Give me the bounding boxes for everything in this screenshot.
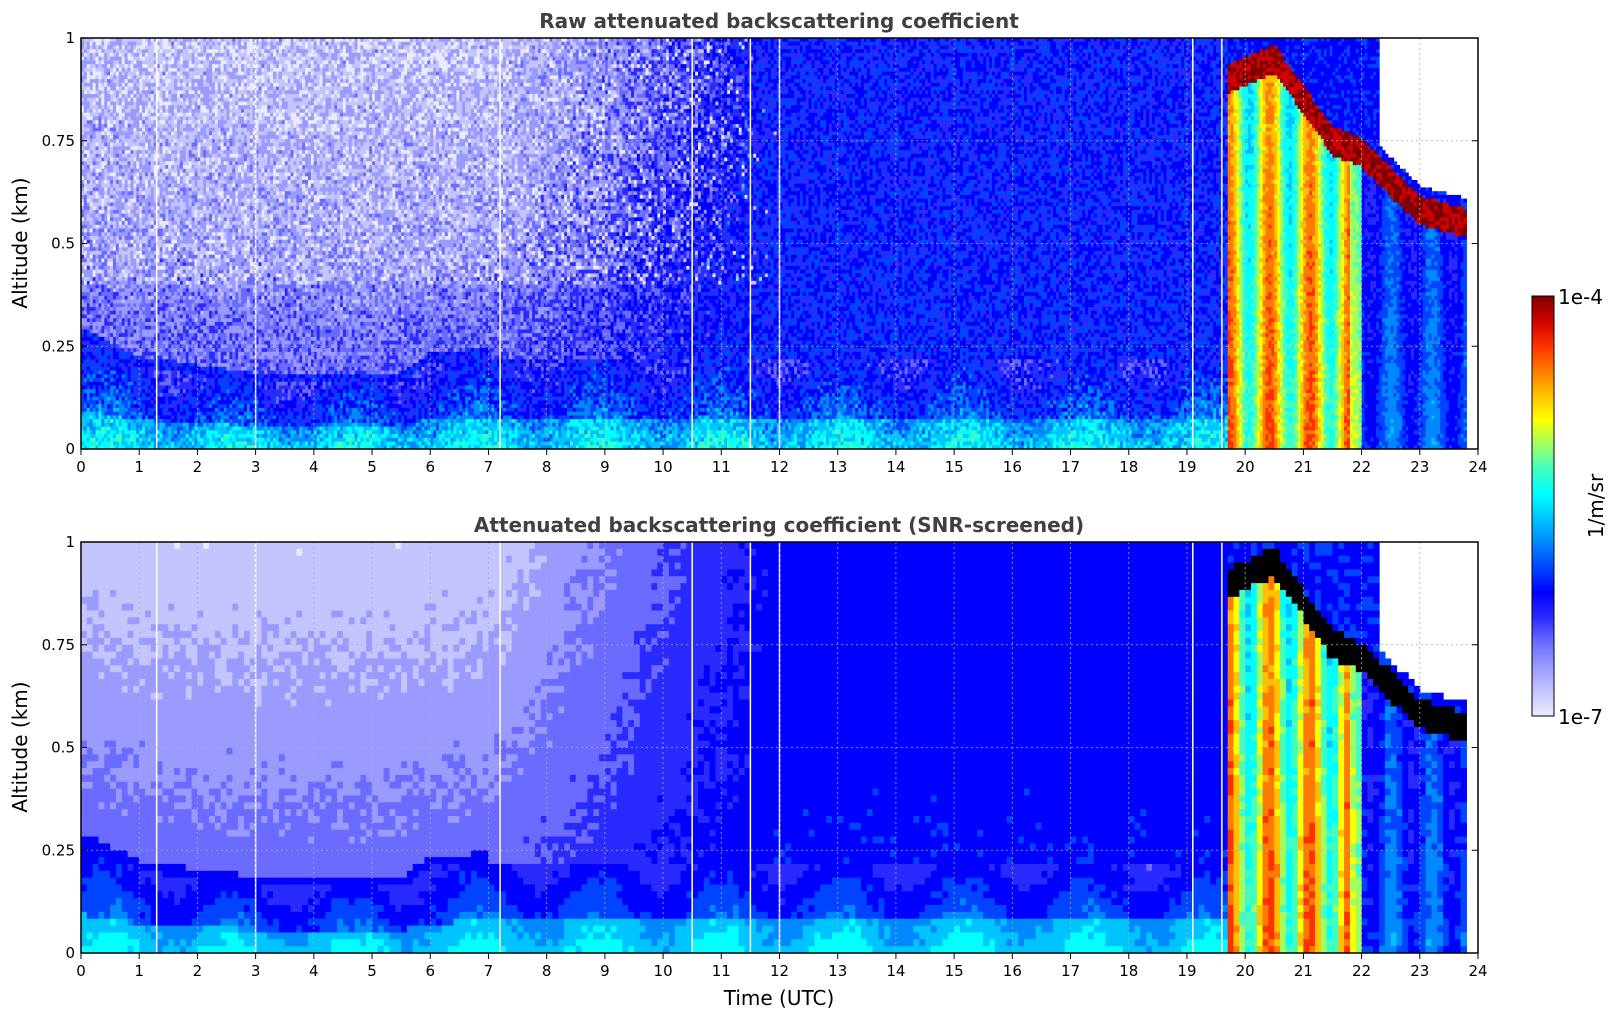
panel1-heatmap (81, 38, 1467, 450)
raw-backscatter-panel: Raw attenuated backscattering coefficien… (8, 9, 1488, 476)
panel1-title: Raw attenuated backscattering coefficien… (539, 9, 1019, 33)
